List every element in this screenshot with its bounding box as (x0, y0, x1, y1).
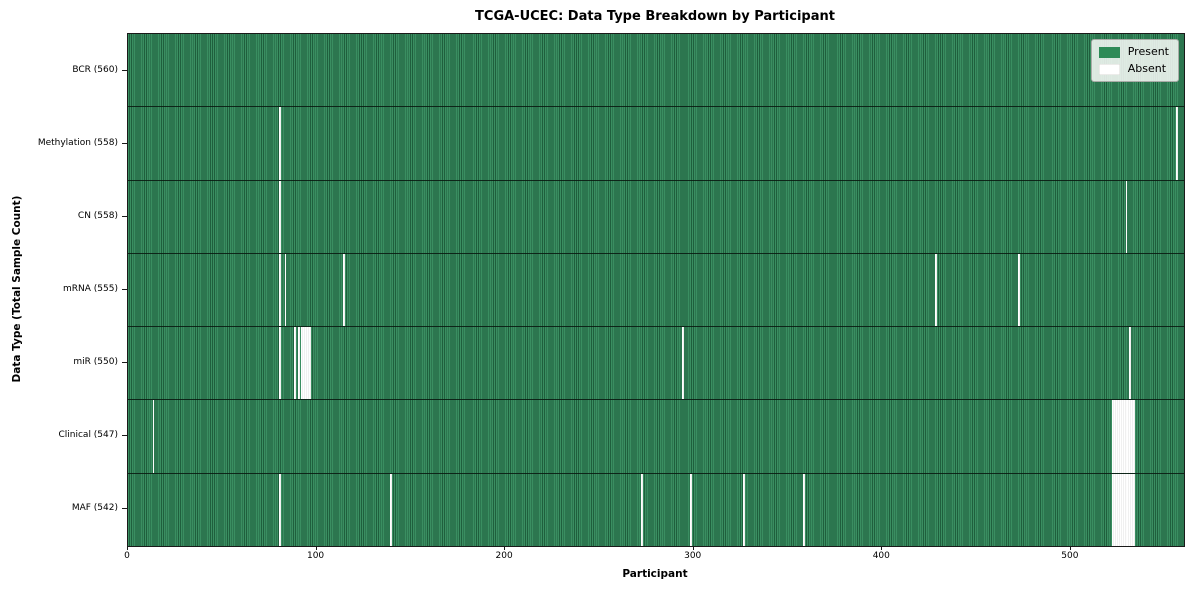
x-tick-label: 100 (306, 551, 325, 561)
row-band-CN (128, 180, 1184, 254)
absent-line (390, 473, 392, 546)
absent-line (1121, 400, 1124, 473)
heatmap-rows (128, 34, 1184, 546)
absent-line (1119, 473, 1122, 546)
absent-line (301, 327, 304, 400)
x-tick-label: 0 (124, 551, 130, 561)
absent-line (935, 253, 937, 327)
absent-line (1112, 400, 1115, 473)
absent-line (1129, 327, 1132, 400)
y-tick-label: Clinical (547) (58, 430, 118, 441)
absent-line (1127, 400, 1130, 473)
legend-swatch-absent (1098, 63, 1120, 75)
absent-line (278, 473, 281, 546)
x-tick-label: 500 (1061, 551, 1079, 561)
absent-line (1125, 180, 1128, 253)
y-tick-label: CN (558) (77, 210, 118, 221)
absent-line (1112, 473, 1115, 546)
y-tick-mark (122, 69, 127, 71)
absent-line (293, 327, 296, 400)
absent-line (1131, 473, 1134, 546)
y-tick-mark (122, 435, 127, 437)
absent-line (297, 327, 300, 400)
absent-line (1118, 400, 1120, 473)
absent-line (1116, 473, 1118, 546)
absent-line (640, 473, 643, 546)
absent-line (1127, 473, 1130, 546)
row-band-miR (128, 327, 1184, 401)
x-tick-label: 400 (872, 551, 890, 561)
absent-line (303, 327, 306, 400)
absent-line (803, 473, 805, 546)
absent-line (1123, 400, 1126, 473)
x-tick-label: 200 (495, 551, 513, 561)
absent-line (1018, 253, 1020, 327)
absent-line (278, 107, 281, 180)
x-tick-mark (881, 546, 883, 550)
absent-line (689, 473, 692, 546)
x-tick-label: 300 (684, 551, 702, 561)
y-tick-mark (122, 362, 127, 364)
absent-line (342, 253, 345, 327)
absent-line (1116, 400, 1118, 473)
x-tick-mark (504, 546, 506, 550)
y-tick-label: Methylation (558) (37, 137, 118, 148)
absent-line (1129, 400, 1132, 473)
y-tick-label: BCR (560) (72, 64, 118, 75)
absent-line (152, 400, 155, 473)
absent-line (1131, 400, 1134, 473)
y-tick-label: miR (550) (73, 357, 118, 368)
row-band-Methylation (128, 107, 1184, 181)
absent-line (1118, 473, 1120, 546)
absent-line (278, 327, 281, 400)
row-band-BCR (128, 34, 1184, 108)
x-tick-mark (315, 546, 317, 550)
y-tick-mark (122, 215, 127, 217)
y-tick-mark (122, 142, 127, 144)
row-band-mRNA (128, 253, 1184, 328)
y-tick-label: MAF (542) (71, 503, 118, 514)
row-band-MAF (128, 473, 1184, 546)
x-tick-mark (692, 546, 694, 550)
absent-line (278, 253, 281, 327)
absent-line (742, 473, 745, 546)
absent-line (284, 253, 287, 327)
y-tick-mark (122, 508, 127, 510)
absent-line (307, 327, 310, 400)
absent-line (1123, 473, 1126, 546)
x-tick-mark (1069, 546, 1071, 550)
y-tick-label: mRNA (555) (63, 284, 118, 294)
absent-line (1129, 473, 1132, 546)
absent-line (682, 327, 685, 400)
absent-line (1114, 473, 1117, 546)
absent-line (309, 327, 311, 400)
absent-line (1133, 473, 1135, 546)
absent-line (1121, 473, 1124, 546)
absent-line (1133, 400, 1135, 473)
x-tick-mark (127, 546, 128, 550)
chart-title: TCGA-UCEC: Data Type Breakdown by Partic… (475, 9, 835, 24)
row-band-Clinical (128, 400, 1184, 474)
absent-line (278, 180, 281, 253)
absent-line (1125, 473, 1128, 546)
absent-line (305, 327, 308, 400)
legend-label: Absent (1127, 62, 1167, 75)
legend-item-present: Present (1098, 45, 1169, 59)
legend-label: Present (1127, 45, 1169, 58)
legend-item-absent: Absent (1098, 62, 1169, 76)
absent-line (1119, 400, 1122, 473)
y-tick-mark (122, 289, 127, 290)
legend: Present Absent (1090, 39, 1179, 82)
legend-swatch-present (1098, 46, 1120, 58)
x-axis-label: Participant (622, 568, 688, 580)
absent-line (1114, 400, 1117, 473)
absent-line (1176, 107, 1179, 180)
plot-area: Present Absent (127, 33, 1185, 547)
absent-line (1125, 400, 1128, 473)
